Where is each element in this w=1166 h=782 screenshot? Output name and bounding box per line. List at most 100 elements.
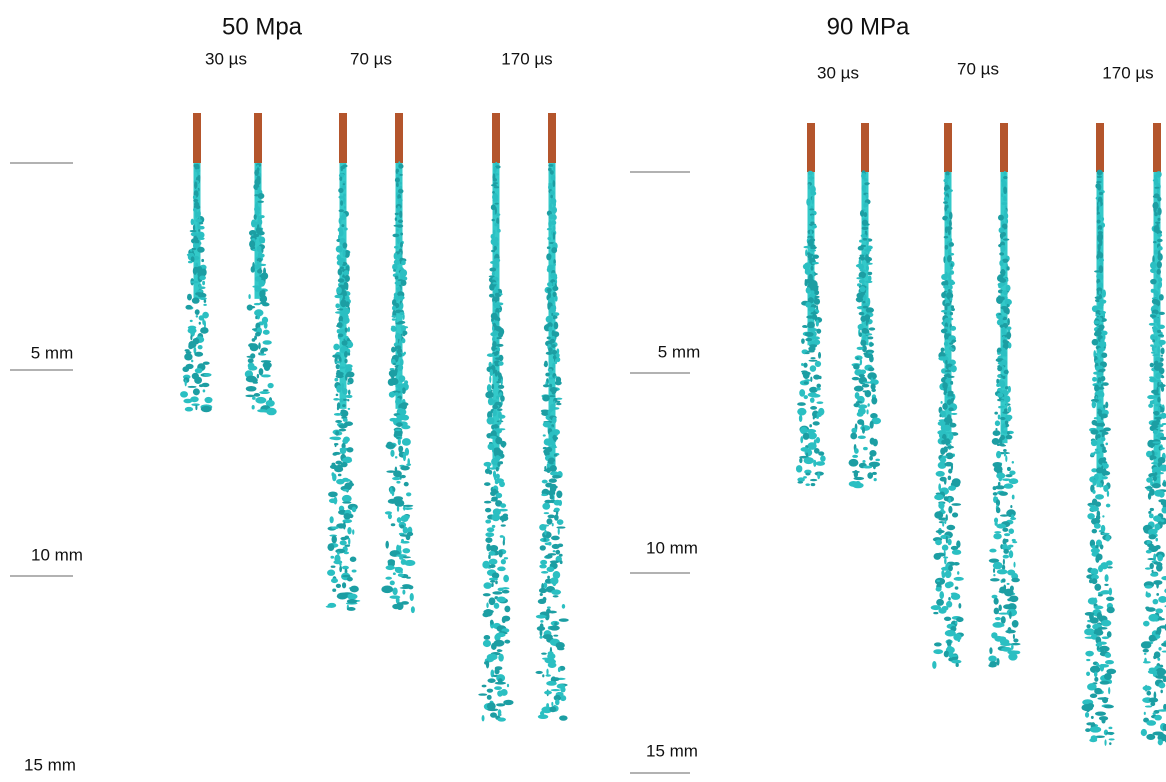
droplet	[396, 505, 400, 512]
droplet	[546, 319, 550, 323]
droplet	[800, 426, 808, 435]
droplet	[490, 204, 496, 211]
droplet	[1089, 738, 1098, 743]
droplet	[556, 526, 566, 529]
droplet	[866, 262, 873, 265]
droplet	[485, 391, 494, 399]
droplet	[560, 686, 566, 693]
droplet	[1104, 574, 1109, 582]
droplet	[339, 398, 344, 403]
droplet	[548, 183, 553, 191]
droplet	[336, 592, 348, 600]
droplet	[399, 555, 404, 560]
droplet	[1004, 533, 1011, 537]
droplet	[245, 394, 256, 398]
droplet	[1147, 492, 1152, 500]
droplet	[947, 254, 952, 263]
droplet	[956, 616, 964, 623]
droplet	[953, 633, 962, 641]
droplet	[250, 266, 255, 273]
droplet	[491, 572, 500, 579]
droplet	[859, 254, 865, 257]
droplet	[994, 420, 1001, 427]
droplet	[397, 188, 404, 194]
droplet	[1091, 401, 1097, 409]
droplet	[943, 616, 952, 622]
droplet	[202, 311, 209, 319]
droplet	[809, 386, 818, 393]
droplet	[557, 543, 564, 548]
droplet	[948, 497, 951, 504]
droplet	[1097, 372, 1104, 376]
droplet	[1094, 687, 1103, 695]
droplet	[399, 241, 403, 248]
droplet	[346, 607, 356, 611]
droplet	[809, 397, 815, 403]
droplet	[941, 281, 947, 286]
droplet	[552, 214, 557, 221]
droplet	[254, 205, 261, 213]
droplet	[811, 224, 817, 229]
droplet	[951, 339, 957, 343]
droplet	[934, 494, 944, 501]
droplet	[1010, 514, 1015, 520]
droplet	[247, 358, 254, 364]
droplet	[183, 398, 193, 404]
droplet	[248, 294, 251, 299]
droplet	[941, 274, 948, 281]
droplet	[203, 373, 212, 377]
droplet	[799, 389, 806, 397]
droplet	[950, 325, 957, 331]
droplet	[335, 460, 343, 465]
droplet	[503, 699, 514, 706]
droplet	[352, 529, 355, 535]
droplet	[195, 404, 198, 411]
droplet	[400, 601, 409, 605]
droplet	[190, 334, 193, 341]
droplet	[1100, 383, 1103, 388]
droplet	[1157, 657, 1161, 661]
droplet	[812, 421, 820, 426]
droplet	[552, 281, 556, 286]
droplet	[991, 437, 1000, 445]
droplet	[251, 219, 256, 228]
droplet	[1099, 482, 1102, 488]
droplet	[397, 198, 403, 203]
droplet	[1084, 636, 1096, 639]
droplet	[941, 566, 950, 571]
droplet	[1153, 206, 1157, 213]
droplet	[804, 331, 814, 337]
droplet	[394, 177, 400, 183]
droplet	[1003, 171, 1007, 176]
droplet	[1151, 351, 1156, 354]
droplet	[488, 577, 498, 581]
droplet	[201, 258, 205, 263]
droplet	[1003, 588, 1014, 597]
droplet	[807, 170, 814, 176]
droplet	[494, 202, 499, 205]
droplet	[492, 591, 503, 595]
droplet	[331, 535, 337, 544]
droplet	[390, 326, 397, 332]
droplet	[347, 399, 350, 402]
droplet	[999, 514, 1009, 517]
droplet	[810, 249, 816, 252]
droplet	[191, 297, 200, 304]
droplet	[261, 247, 264, 254]
droplet	[1011, 577, 1020, 583]
droplet	[548, 220, 552, 228]
droplet	[492, 241, 499, 247]
droplet	[993, 597, 999, 605]
droplet	[344, 249, 350, 258]
droplet	[1158, 595, 1166, 603]
droplet	[494, 686, 502, 691]
droplet	[957, 637, 961, 643]
droplet	[394, 212, 399, 216]
droplet	[554, 621, 558, 626]
droplet	[1005, 218, 1009, 225]
droplet	[944, 461, 954, 467]
droplet	[536, 626, 546, 631]
droplet	[405, 533, 411, 541]
droplet	[554, 295, 558, 302]
droplet	[797, 407, 807, 416]
